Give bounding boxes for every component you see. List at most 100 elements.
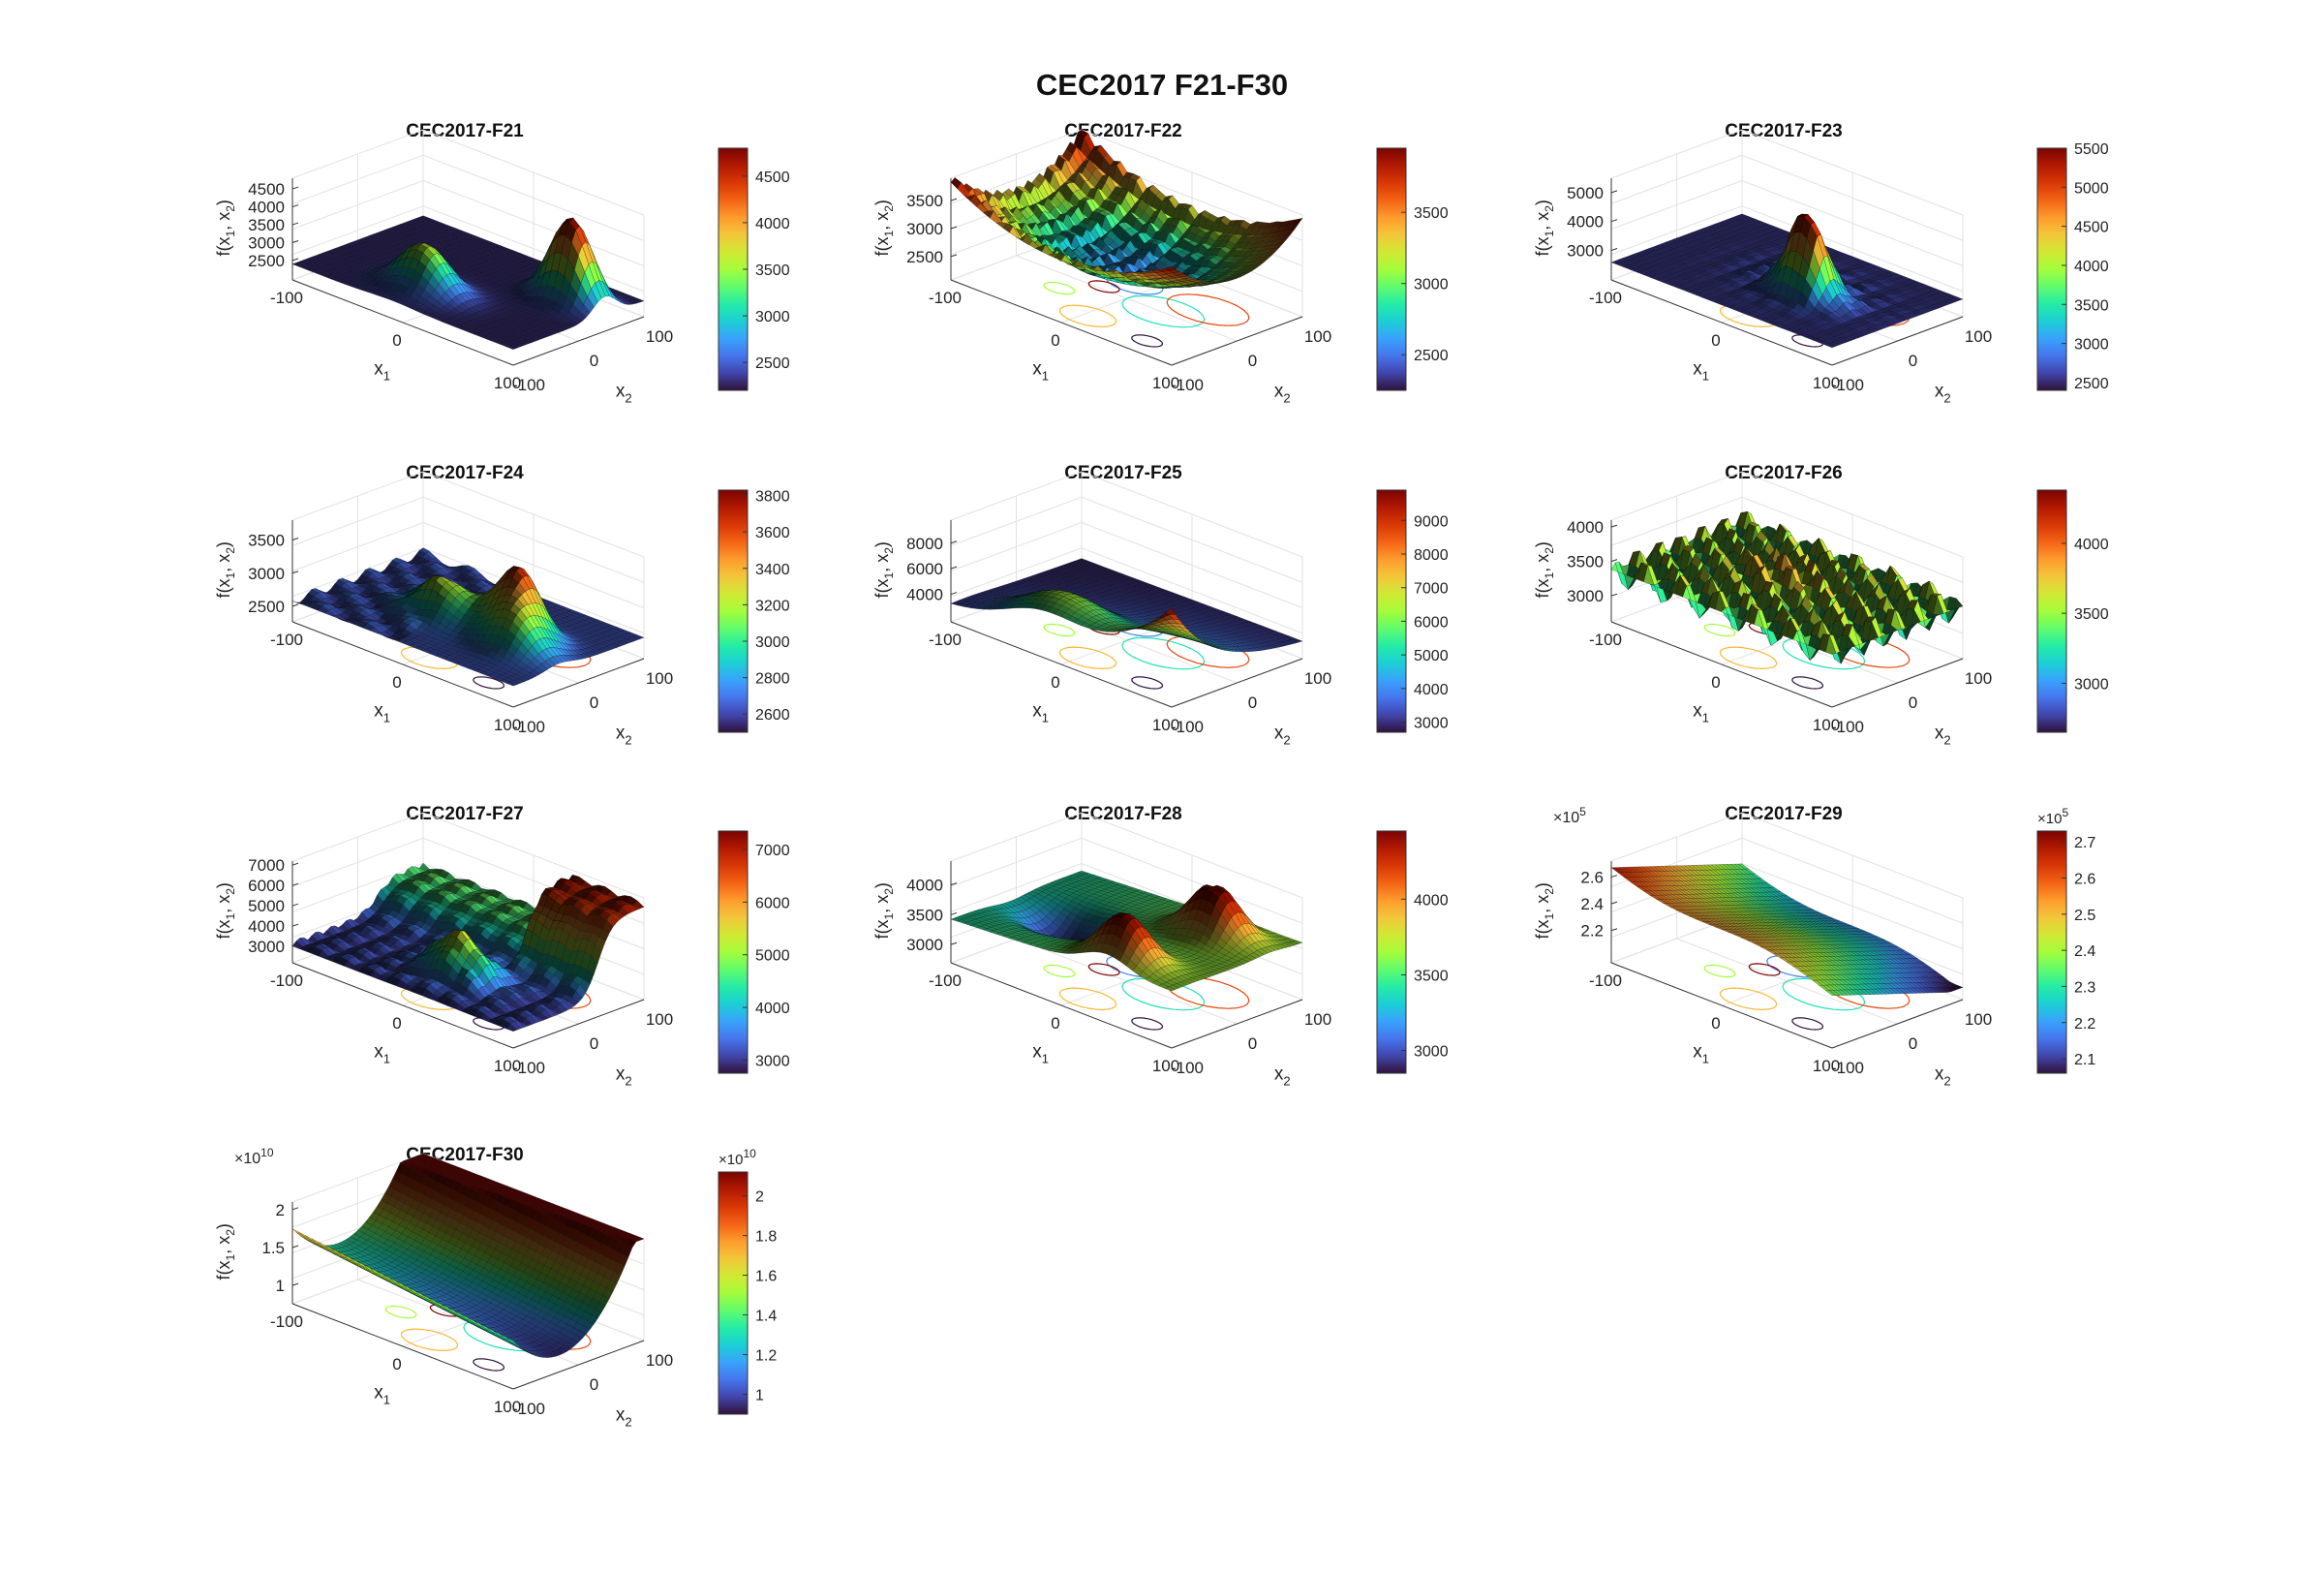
colorbar-tick-label: 3500 <box>1414 205 1449 222</box>
z-tick-mark <box>950 226 958 230</box>
x1-tick-label: -100 <box>270 289 303 307</box>
z-tick-mark <box>291 204 299 208</box>
subplot-f23: CEC2017-F23 -100 0 100 -100 0 100 3000 4000 5000… <box>1532 121 2210 460</box>
surface-mesh <box>1610 213 1964 349</box>
surface-mesh <box>291 215 645 350</box>
z-tick-label: 4500 <box>248 180 285 199</box>
colorbar-tick-label: 2600 <box>755 707 790 724</box>
colorbar-tick-label: 3800 <box>755 489 790 506</box>
x1-tick-label: -100 <box>929 289 962 307</box>
colorbar-tick-label: 3000 <box>2074 337 2109 354</box>
z-tick-label: 3000 <box>248 234 285 253</box>
subplot-f25: CEC2017-F25 -100 0 100 -100 0 100 4000 6000 8000… <box>872 463 1549 802</box>
z-tick-mark <box>291 222 299 226</box>
x2-tick-label: 100 <box>646 327 673 346</box>
surface-mesh <box>950 558 1303 653</box>
colorbar-tick-label: 3500 <box>2074 297 2109 314</box>
z-tick-mark <box>291 538 299 541</box>
x1-axis-label: x1 <box>1693 359 1709 384</box>
x1-tick-label: 100 <box>494 716 521 734</box>
x2-tick-label: 100 <box>1304 327 1331 346</box>
z-tick-mark <box>1610 190 1618 194</box>
colorbar-tick-label: 2800 <box>755 671 790 688</box>
axes-lines <box>950 178 1303 366</box>
colorbar-tick-label: 3200 <box>755 598 790 614</box>
colorbar-tick-label: 3000 <box>755 309 790 325</box>
contour-line <box>473 676 505 690</box>
subplot-f21: CEC2017-F21 -100 0 100 -100 0 100 2500 3000 3500… <box>213 121 891 460</box>
axes-lines <box>291 178 645 366</box>
x2-tick-label: 0 <box>1248 352 1257 370</box>
colorbar-tick-label: 2500 <box>1414 348 1449 364</box>
x1-axis-line <box>950 279 1173 366</box>
z-tick-label: 3000 <box>906 220 943 238</box>
x2-tick-label: -100 <box>1171 376 1204 394</box>
z-tick-label: 4000 <box>248 199 285 217</box>
x2-axis-line <box>1171 316 1303 366</box>
contour-line <box>1131 676 1164 690</box>
colorbar-tick-label: 4000 <box>2074 259 2109 275</box>
x2-axis-line <box>512 658 645 708</box>
z-tick-mark <box>291 571 299 574</box>
subplot-f24: CEC2017-F24 -100 0 100 -100 0 100 2500 3000 3500… <box>213 463 891 802</box>
contour-line <box>1131 334 1164 348</box>
x2-tick-label: 0 <box>590 352 598 370</box>
z-axis-label: f(x1, x2) <box>1533 200 1556 256</box>
x1-axis-line <box>1610 279 1833 366</box>
z-tick-label: 2500 <box>906 248 943 266</box>
x2-axis-label: x2 <box>616 724 632 748</box>
colorbar-tick-label: 5500 <box>2074 141 2109 158</box>
z-tick-mark <box>291 603 299 607</box>
x1-tick-label: 100 <box>494 374 521 392</box>
contour-line <box>1121 294 1206 328</box>
axes-lines <box>1610 178 1964 366</box>
colorbar-tick-label: 3500 <box>755 262 790 279</box>
x2-tick-label: 0 <box>590 694 598 712</box>
z-tick-mark <box>291 258 299 262</box>
z-tick-label: 3000 <box>248 565 285 583</box>
surface-patch <box>1824 343 1837 349</box>
x1-tick-label: 0 <box>1051 331 1059 350</box>
x1-tick-label: 0 <box>392 673 401 692</box>
colorbar <box>718 489 749 733</box>
z-axis-label: f(x1, x2) <box>214 200 237 256</box>
subplot-title: CEC2017-F25 <box>1064 463 1182 483</box>
x1-tick-label: 0 <box>392 331 401 350</box>
contour-line <box>1043 623 1076 637</box>
z-axis-label: f(x1, x2) <box>214 541 237 598</box>
z-tick-label: 2500 <box>248 252 285 270</box>
x2-tick-label: -100 <box>512 718 545 736</box>
surface-patch <box>1164 266 1177 271</box>
z-tick-label: 3000 <box>1567 242 1604 261</box>
x2-tick-label: -100 <box>512 376 545 394</box>
x2-axis-line <box>1831 316 1964 366</box>
x1-axis-label: x1 <box>374 359 390 384</box>
x1-tick-label: 0 <box>1711 331 1720 350</box>
x2-tick-label: -100 <box>1831 376 1864 394</box>
subplot-f22: CEC2017-F22 -100 0 100 -100 0 100 2500 3000 3500… <box>872 121 1549 460</box>
x1-axis-label: x1 <box>374 701 390 725</box>
z-tick-label: 4000 <box>1567 213 1604 231</box>
z-tick-label: 3500 <box>248 532 285 550</box>
x1-axis-line <box>291 621 514 708</box>
surface-mesh <box>950 129 1303 289</box>
colorbar-tick-label: 2500 <box>755 355 790 372</box>
x1-tick-label: -100 <box>1589 289 1622 307</box>
subplot-title: CEC2017-F23 <box>1725 121 1843 141</box>
colorbar-tick-label: 3400 <box>755 562 790 578</box>
contour-line <box>1058 646 1117 670</box>
colorbar <box>2036 147 2067 391</box>
surface-plot-svg: -1000100-100010025003000350040004500x1x2… <box>214 129 790 406</box>
x2-axis-line <box>512 316 645 366</box>
surface-patch <box>505 345 518 350</box>
colorbar-tick-label: 5000 <box>2074 180 2109 197</box>
subplot-title: CEC2017-F24 <box>406 463 524 483</box>
contour-line <box>1121 636 1206 670</box>
z-tick-mark <box>291 186 299 190</box>
z-tick-mark <box>950 254 958 258</box>
colorbar-tick-label: 4500 <box>755 170 790 186</box>
z-tick-mark <box>291 240 299 244</box>
